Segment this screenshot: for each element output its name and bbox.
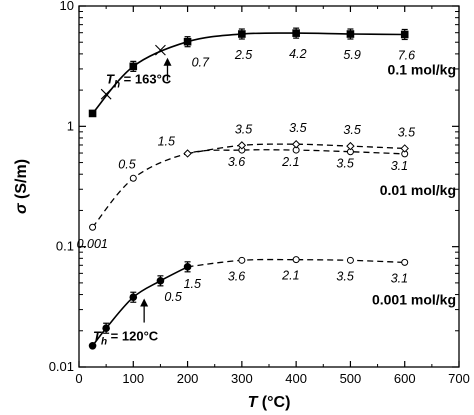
data-point: [237, 141, 247, 150]
data-point: [155, 44, 166, 56]
concentration-label-0.1: 0.1 mol/kg: [388, 61, 456, 77]
x-tick-label: 200: [177, 371, 199, 386]
data-label: 3.6: [228, 269, 245, 283]
data-point: [129, 174, 137, 182]
data-point: [238, 256, 246, 264]
data-point: [292, 29, 300, 37]
threshold-arrowhead: [140, 298, 149, 307]
x-tick-label: 500: [340, 371, 362, 386]
x-tick-label: 400: [285, 371, 307, 386]
data-label: 3.5: [343, 123, 360, 137]
data-label: 0.7: [192, 56, 210, 70]
data-point: [129, 62, 138, 71]
data-label: 1.5: [184, 277, 201, 291]
data-point: [102, 324, 110, 333]
plot-area: 0 100 200 300 400 500 600 700 0.01 0.1 1 10 T (°C) σ …: [13, 0, 470, 411]
series-line-0.001-dashed: [187, 258, 405, 268]
data-label: 1.5: [158, 134, 175, 148]
data-point: [88, 109, 97, 118]
data-point: [183, 149, 192, 158]
y-tick-label: 10: [60, 0, 74, 13]
data-label: 2.1: [281, 155, 299, 169]
y-tick-label: 0.01: [49, 359, 74, 374]
series-line-0.01-circle: [92, 149, 405, 228]
threshold-label-0.1: Th = 163°C: [106, 72, 172, 91]
data-label: 3.5: [235, 122, 252, 136]
data-point: [100, 88, 112, 100]
data-label: 3.5: [398, 125, 415, 139]
series-line-0.01-diamond: [187, 143, 405, 155]
data-label: 3.5: [289, 121, 306, 135]
x-tick-label: 600: [394, 371, 416, 386]
data-point: [346, 30, 355, 38]
data-point: [291, 140, 301, 149]
y-tick-label: 0.1: [56, 239, 74, 254]
data-label: 2.5: [234, 48, 252, 62]
data-label: 3.1: [391, 159, 408, 173]
y-tick-label: 1: [67, 118, 74, 133]
data-point: [400, 30, 409, 39]
concentration-label-0.001: 0.001 mol/kg: [372, 291, 456, 307]
threshold-arrowhead: [163, 57, 172, 66]
data-label: 2.1: [281, 269, 299, 283]
data-point: [346, 141, 355, 151]
data-point: [88, 342, 97, 350]
data-label: 3.1: [391, 271, 408, 285]
x-tick-label: 100: [122, 371, 144, 386]
data-point: [183, 37, 192, 46]
data-point: [156, 277, 165, 285]
data-point: [89, 223, 97, 231]
threshold-label-0.001: Th = 120°C: [93, 329, 159, 348]
data-point: [401, 258, 409, 266]
data-label: 0.001: [77, 237, 108, 251]
data-label: 5.9: [343, 48, 360, 62]
x-axis-title: T (°C): [248, 394, 291, 411]
data-label: 0.5: [118, 157, 135, 171]
data-point: [292, 256, 300, 264]
x-tick-label: 0: [75, 371, 82, 386]
y-axis-title: σ (S/m): [13, 159, 30, 214]
data-label: 7.6: [398, 48, 415, 62]
x-tick-label: 300: [231, 371, 253, 386]
concentration-label-0.01: 0.01 mol/kg: [380, 182, 456, 198]
data-label: 3.6: [228, 155, 245, 169]
data-label: 4.2: [289, 47, 306, 61]
data-label: 3.5: [336, 157, 353, 171]
data-label: 3.5: [336, 269, 353, 283]
data-label: 0.5: [164, 290, 181, 304]
data-point: [346, 256, 354, 264]
data-point: [400, 144, 409, 153]
data-point: [238, 30, 246, 38]
x-tick-label: 700: [448, 371, 470, 386]
data-point: [129, 293, 138, 302]
data-point: [183, 263, 192, 271]
